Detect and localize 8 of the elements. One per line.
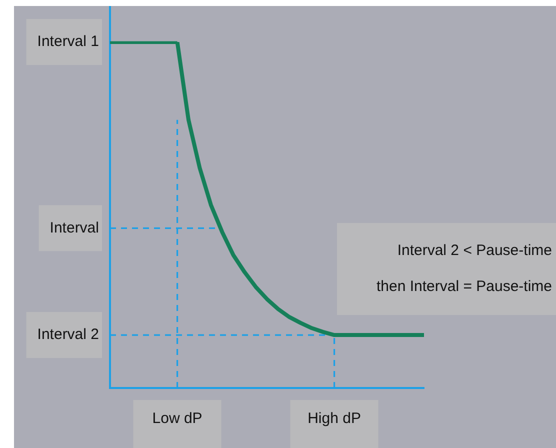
note-panel: Interval 2 < Pause-time then Interval = Pause-time xyxy=(337,223,556,315)
annotation: then Interval = Pause-time xyxy=(375,277,552,297)
x-tick-label: High dP xyxy=(308,410,361,428)
annotation: Interval 2 < Pause-time xyxy=(396,241,552,261)
ref-line-label: Interval 2 xyxy=(37,326,99,344)
ref-line-label: Interval xyxy=(50,219,99,236)
ref-line-label: Interval 1 xyxy=(37,33,99,50)
x-tick-label: Low dP xyxy=(152,410,202,428)
